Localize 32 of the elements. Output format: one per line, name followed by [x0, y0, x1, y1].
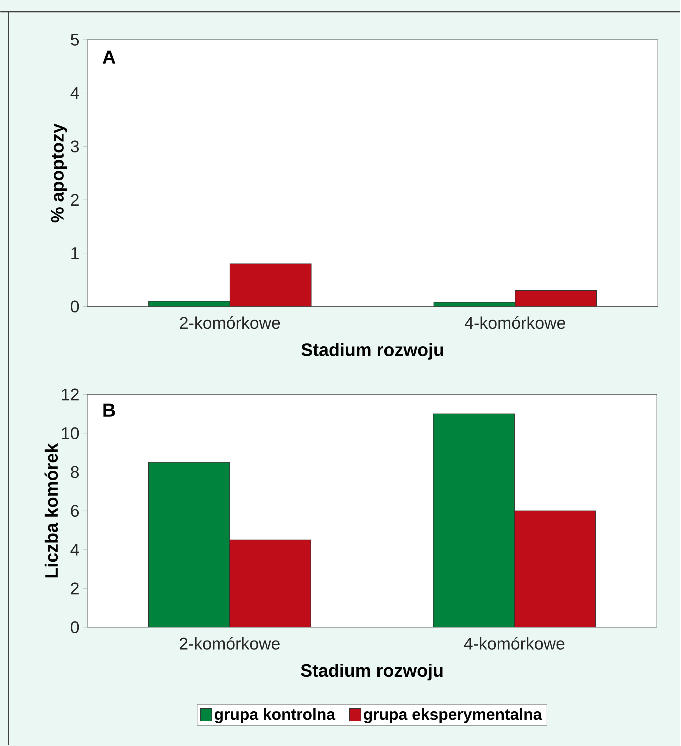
y-tick-label: 10 [62, 427, 80, 440]
x-tick-label: 2-komórkowe [180, 316, 280, 330]
bar [230, 264, 312, 307]
bar [515, 290, 598, 307]
bar [149, 301, 230, 307]
x-tick-label: 4-komórkowe [464, 637, 565, 650]
y-tick-label: 0 [71, 621, 80, 634]
bar [148, 462, 230, 628]
chart-title: A [103, 50, 116, 64]
x-axis-title: Stadium rozwoju [302, 343, 444, 360]
y-axis-title: % apoptozy [51, 124, 68, 223]
y-tick-label: 4 [70, 544, 80, 556]
bar [230, 540, 312, 628]
y-axis-title: Liczba komórek [44, 443, 58, 578]
bar [433, 414, 516, 628]
x-tick-label: 2-komórkowe [180, 637, 280, 650]
y-tick-label: 1 [72, 248, 80, 260]
x-tick-label: 4-komórkowe [465, 316, 566, 330]
x-axis-title: Stadium rozwoju [301, 664, 443, 681]
y-tick-label: 8 [71, 466, 80, 478]
y-tick-label: 6 [71, 505, 80, 518]
bar [514, 510, 596, 628]
y-tick-label: 4 [70, 88, 80, 100]
chart-title: B [104, 404, 116, 417]
y-tick-label: 5 [71, 34, 80, 46]
legend-label: grupa kontrolna [215, 708, 336, 724]
y-tick-label: 0 [71, 300, 80, 313]
y-tick-label: 2 [71, 582, 80, 595]
y-tick-label: 3 [71, 140, 80, 153]
y-tick-label: 2 [71, 194, 80, 206]
y-tick-label: 12 [62, 388, 80, 401]
legend-label: grupa eksperymentalna [364, 708, 542, 724]
